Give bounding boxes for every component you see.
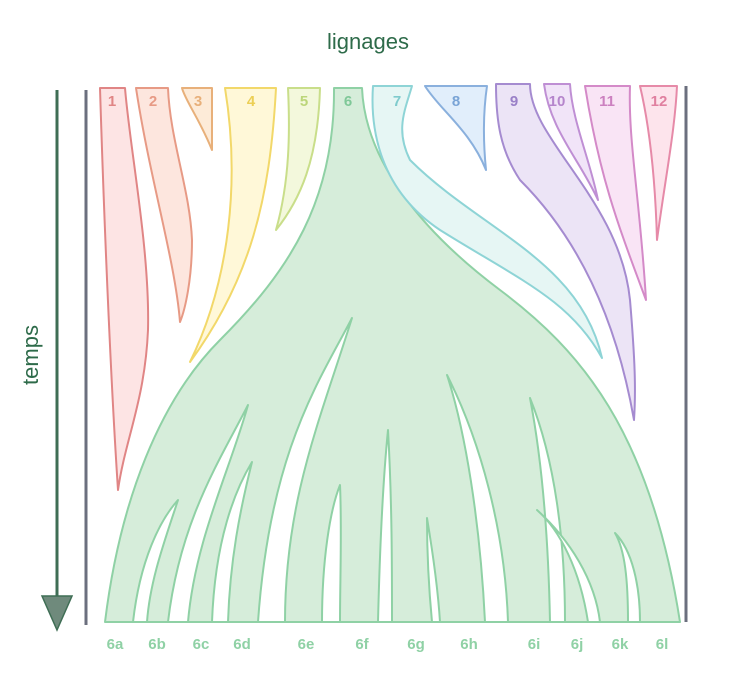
lineage-label: 11 — [599, 93, 615, 110]
branch-label: 6k — [612, 636, 629, 653]
lineage-label: 6 — [344, 93, 352, 110]
branch-gap — [167, 404, 249, 623]
lineage-shape — [189, 87, 277, 363]
lineage-shape — [99, 87, 150, 491]
branch-label: 6h — [460, 636, 478, 653]
lineage-shape — [275, 87, 321, 231]
lineage-label: 7 — [393, 93, 401, 110]
lineage-shape — [543, 83, 599, 201]
lineage-label: 8 — [452, 93, 460, 110]
lineage-shape — [424, 85, 488, 171]
branch-label: 6d — [233, 636, 251, 653]
branch-label: 6l — [656, 636, 669, 653]
branch-label: 6g — [407, 636, 425, 653]
branch-gap — [377, 429, 393, 623]
branch-label: 6b — [148, 636, 166, 653]
lineage-label: 9 — [510, 93, 518, 110]
branch-gap — [426, 517, 441, 623]
time-arrow-head — [40, 595, 74, 632]
lineage-label: 4 — [247, 93, 256, 110]
branch-gap — [536, 509, 601, 623]
branch-label: 6i — [528, 636, 541, 653]
branch-gap — [132, 499, 179, 623]
lineage-label: 12 — [651, 93, 668, 110]
time-axis-label: temps — [18, 325, 43, 385]
lineage-shape — [181, 87, 213, 151]
lineage-shape — [639, 85, 678, 241]
branch-label: 6j — [571, 636, 584, 653]
lineage-shapes — [99, 83, 681, 623]
lineage-shape — [495, 83, 636, 421]
branch-label: 6c — [193, 636, 210, 653]
lineage-label: 1 — [108, 93, 116, 110]
branch-label: 6f — [355, 636, 369, 653]
branch-gap — [257, 317, 353, 623]
branch-gap — [614, 532, 641, 623]
branch-label: 6a — [107, 636, 124, 653]
lineage-shape — [584, 85, 647, 301]
branch-gap — [321, 484, 342, 623]
lineage-shape — [371, 85, 603, 359]
lineage-label: 3 — [194, 93, 202, 110]
lineage-label: 5 — [300, 93, 308, 110]
branch-label: 6e — [298, 636, 315, 653]
title: lignages — [327, 29, 409, 54]
branch-gap — [529, 397, 566, 623]
branch-gap — [446, 374, 509, 623]
lineage-label: 2 — [149, 93, 157, 110]
branch-gap — [211, 461, 253, 623]
lineage-shape — [135, 87, 193, 323]
lineage-shape — [104, 87, 681, 623]
lineage-label: 10 — [549, 93, 566, 110]
